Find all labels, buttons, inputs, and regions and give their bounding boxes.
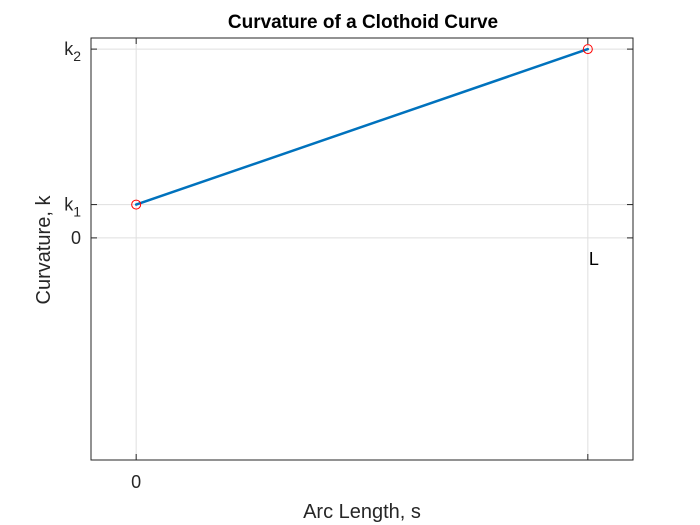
y-tick-label-main: k [64,195,74,215]
x-axis-label: Arc Length, s [303,501,421,523]
annotation-label: L [589,249,599,269]
y-tick-label: 0 [71,228,81,248]
chart-title: Curvature of a Clothoid Curve [228,12,498,33]
y-tick-label: k1 [64,195,81,220]
tick-marks [91,38,633,460]
axes-box [90,37,634,461]
y-tick-label-main: 0 [71,228,81,248]
y-tick-label: k2 [64,39,81,64]
y-tick-label-subscript: 2 [73,48,81,64]
endpoint-marker [582,44,593,55]
x-tick-label: 0 [131,472,141,492]
y-axis-label: Curvature, k [33,195,55,305]
endpoint-markers [131,44,593,210]
grid-lines [91,38,633,460]
curvature-line [134,47,590,206]
x-tick-labels: 0 [131,472,141,492]
y-tick-label-subscript: 1 [73,204,81,220]
y-tick-label-main: k [64,39,74,59]
annotations: L [589,249,599,269]
series-group [134,47,590,206]
endpoint-marker [131,199,142,210]
